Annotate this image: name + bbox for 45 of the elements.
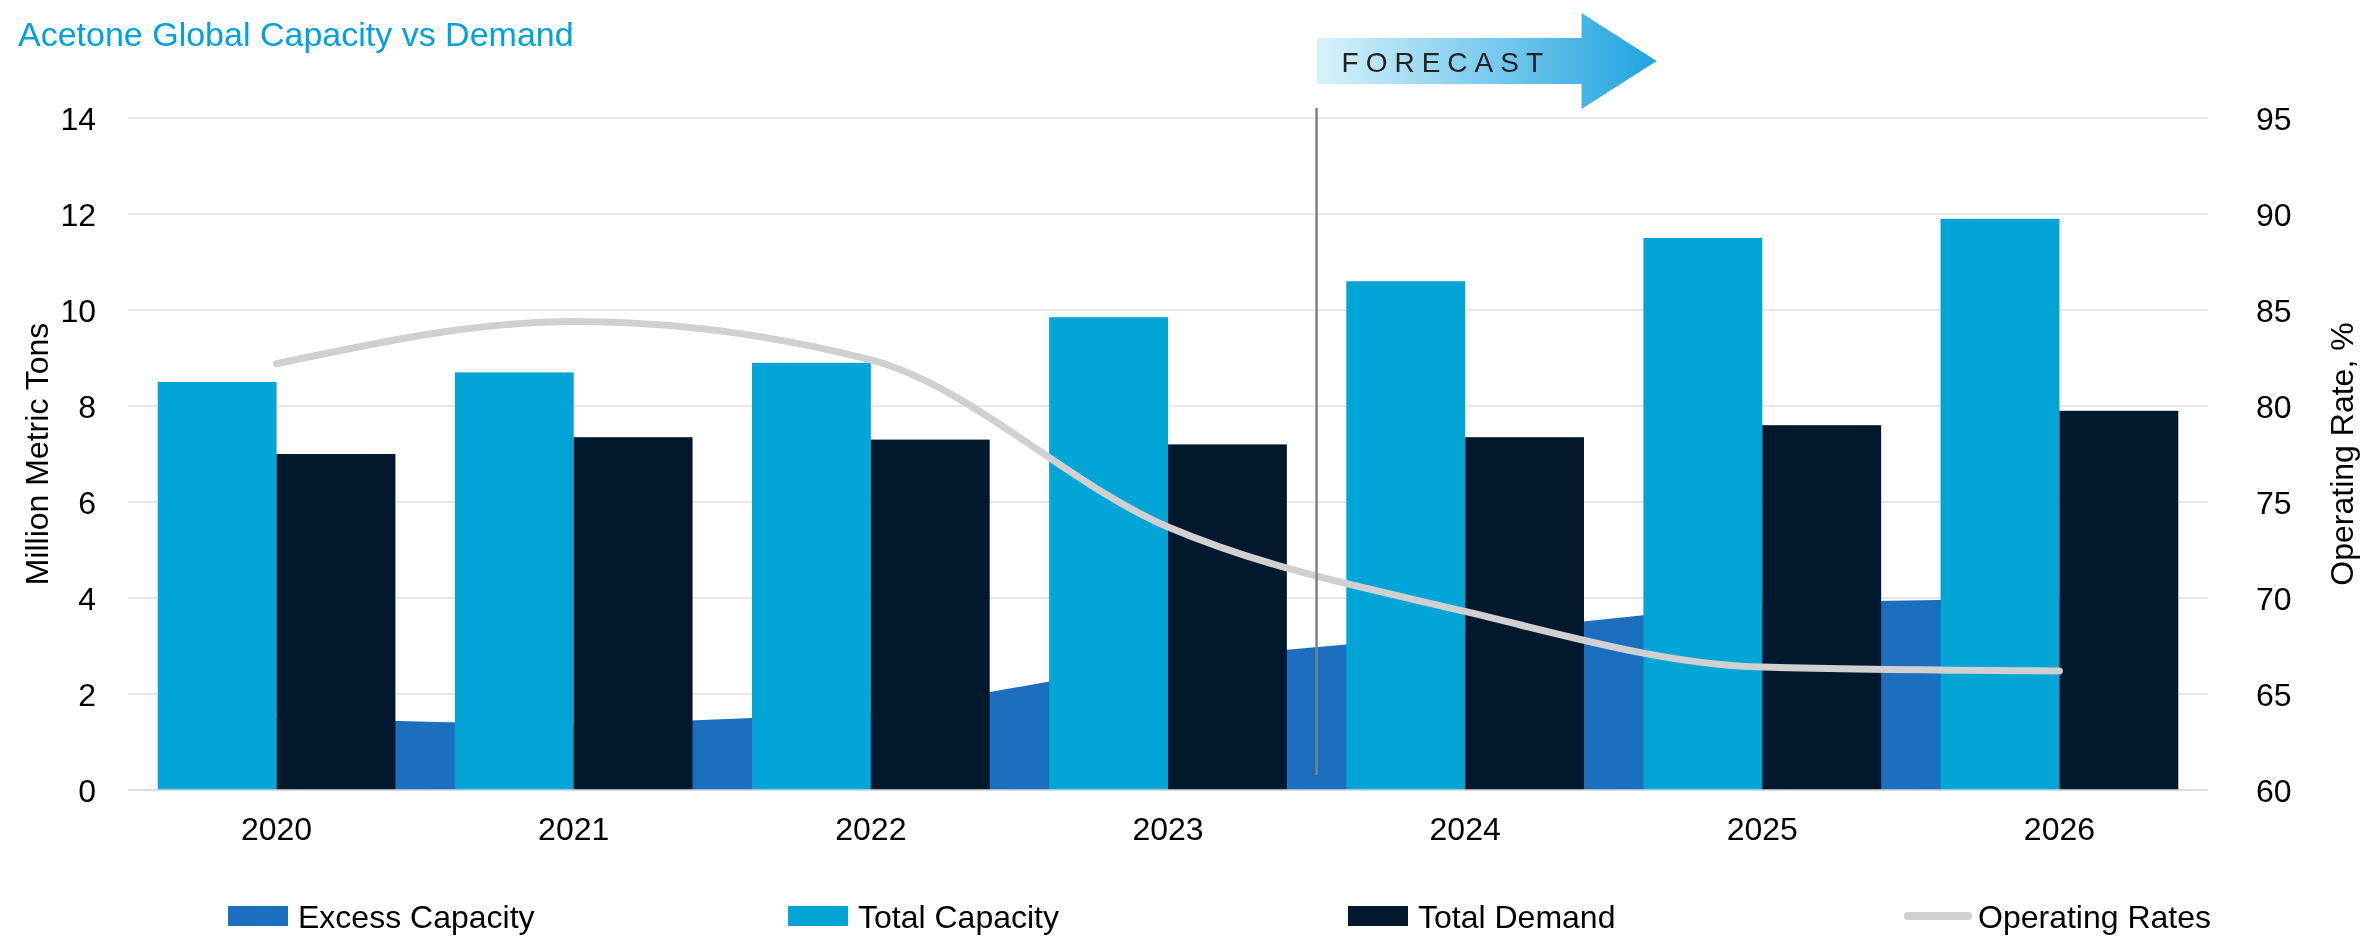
y-tick-label: 4: [78, 581, 96, 617]
bar: [454, 372, 574, 790]
y2-axis-title: Operating Rate, %: [2324, 322, 2360, 586]
text: FORECAST: [1341, 47, 1551, 78]
y-tick-label: 8: [78, 389, 96, 425]
bar: [1346, 281, 1466, 790]
y-tick-label: 6: [78, 485, 96, 521]
bar: [1940, 218, 2060, 790]
bar: [1168, 444, 1287, 790]
x-tick-label: 2026: [2023, 811, 2096, 847]
bar: [752, 362, 871, 790]
bar: [1643, 238, 1763, 790]
bar: [573, 437, 693, 790]
y2-tick-label: 75: [2256, 485, 2292, 521]
x-tick-label: 2021: [538, 811, 610, 847]
bar: [1762, 425, 1882, 790]
bar: [870, 439, 990, 790]
y2-tick-label: 60: [2256, 773, 2292, 809]
bar: [2059, 410, 2179, 790]
x-tick-label: 2020: [240, 811, 313, 847]
y-tick-label: 0: [78, 773, 96, 809]
y2-tick-label: 80: [2256, 389, 2292, 425]
bar: [1049, 317, 1168, 790]
bar: [276, 454, 396, 790]
bar: [1465, 437, 1584, 790]
legend-label: Operating Rates: [1978, 899, 2212, 935]
y-tick-label: 14: [60, 101, 96, 137]
y-tick-label: 10: [60, 293, 96, 329]
y-tick-label: 12: [60, 197, 96, 233]
x-tick-label: 2022: [835, 811, 907, 847]
legend-label: Excess Capacity: [298, 899, 535, 935]
y2-tick-label: 85: [2256, 293, 2292, 329]
y2-tick-label: 70: [2256, 581, 2292, 617]
bar: [157, 382, 277, 790]
x-tick-label: 2023: [1132, 811, 1204, 847]
legend-label: Total Demand: [1418, 899, 1616, 935]
chart-title: Acetone Global Capacity vs Demand: [18, 15, 574, 53]
y2-tick-label: 65: [2256, 677, 2292, 713]
legend-label: Total Capacity: [858, 899, 1059, 935]
x-tick-label: 2024: [1429, 811, 1501, 847]
y-tick-label: 2: [78, 677, 96, 713]
y2-tick-label: 95: [2256, 101, 2292, 137]
x-tick-label: 2025: [1726, 811, 1798, 847]
y2-tick-label: 90: [2256, 197, 2292, 233]
y-axis-title: Million Metric Tons: [19, 322, 55, 586]
